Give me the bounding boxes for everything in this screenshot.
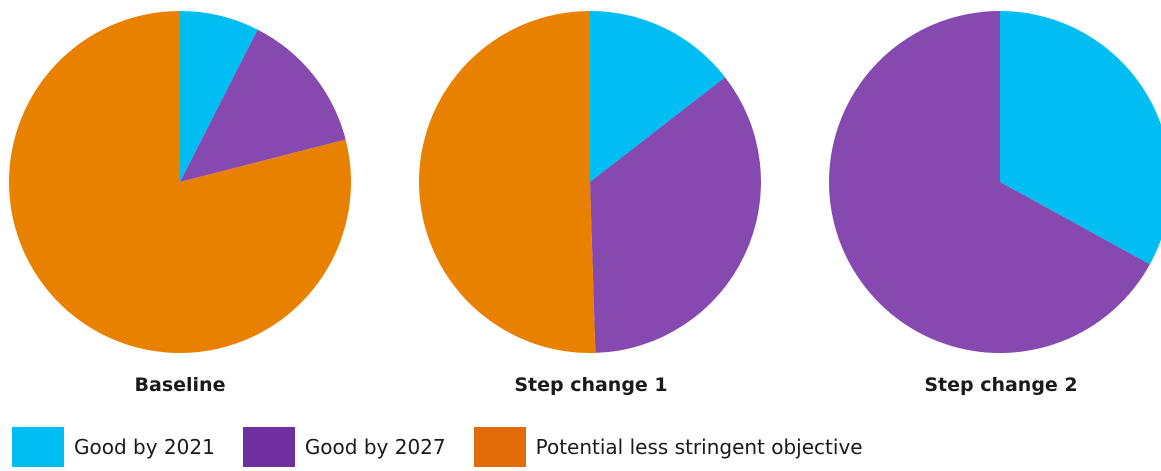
legend-label-good-2021: Good by 2021 (74, 435, 215, 459)
legend-label-less-stringent: Potential less stringent objective (535, 435, 863, 459)
pie-slice-3-2 (829, 11, 1150, 353)
legend-label-good-2027: Good by 2027 (304, 435, 446, 459)
legend-item-good-2027: Good by 2027 (242, 427, 446, 467)
pie-label-step-change-2: Step change 2 (924, 374, 1078, 396)
legend-swatch-good-2021 (12, 427, 64, 467)
pie-label-step-change-1: Step change 1 (514, 374, 668, 396)
pie-slice-2-2 (590, 77, 762, 353)
legend-item-less-stringent: Potential less stringent objective (473, 427, 863, 467)
pie-slice-2-3 (418, 11, 596, 354)
pie-charts (9, 11, 1161, 354)
pie-slice-1-3 (9, 11, 352, 353)
legend-item-good-2021: Good by 2021 (12, 427, 215, 467)
pie-label-baseline: Baseline (134, 374, 226, 396)
legend-swatch-good-2027 (242, 427, 295, 467)
legend-swatch-less-stringent (473, 427, 526, 467)
pie-slice-1-2 (180, 29, 346, 183)
legend: Good by 2021 Good by 2027 Potential less… (12, 427, 891, 467)
pie-slice-2-1 (590, 11, 726, 182)
pie-slice-3-1 (1000, 11, 1161, 265)
pie-slice-1-1 (180, 11, 258, 182)
